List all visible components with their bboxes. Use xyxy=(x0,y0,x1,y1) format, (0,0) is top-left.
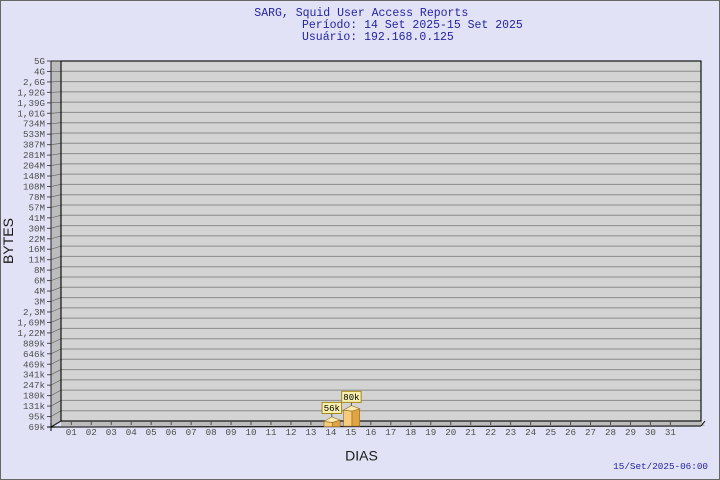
svg-text:25: 25 xyxy=(545,427,556,438)
svg-text:1,92G: 1,92G xyxy=(17,87,45,98)
svg-text:646k: 646k xyxy=(23,349,46,360)
svg-text:19: 19 xyxy=(425,427,436,438)
svg-text:281M: 281M xyxy=(23,150,45,161)
svg-text:13: 13 xyxy=(305,427,316,438)
svg-text:1,39G: 1,39G xyxy=(17,98,45,109)
svg-text:889k: 889k xyxy=(23,338,46,349)
svg-text:07: 07 xyxy=(186,427,197,438)
svg-text:10: 10 xyxy=(246,427,257,438)
svg-text:DIAS: DIAS xyxy=(345,448,378,464)
svg-text:26: 26 xyxy=(565,427,576,438)
svg-text:BYTES: BYTES xyxy=(1,218,16,264)
svg-text:04: 04 xyxy=(126,427,138,438)
svg-text:30M: 30M xyxy=(28,223,45,234)
svg-text:1,69M: 1,69M xyxy=(17,317,45,328)
svg-text:09: 09 xyxy=(226,427,237,438)
svg-text:387M: 387M xyxy=(23,140,45,151)
svg-text:31: 31 xyxy=(665,427,677,438)
svg-text:11M: 11M xyxy=(28,255,45,266)
svg-text:533M: 533M xyxy=(23,129,45,140)
svg-text:78M: 78M xyxy=(28,192,45,203)
svg-text:11: 11 xyxy=(265,427,277,438)
svg-text:5G: 5G xyxy=(34,56,45,67)
svg-text:Usuário: 192.168.0.125: Usuário: 192.168.0.125 xyxy=(302,31,454,44)
svg-text:6M: 6M xyxy=(34,276,45,287)
svg-text:1,22M: 1,22M xyxy=(17,328,45,339)
svg-text:23: 23 xyxy=(505,427,516,438)
svg-text:08: 08 xyxy=(206,427,217,438)
svg-text:95k: 95k xyxy=(28,412,45,423)
svg-text:27: 27 xyxy=(585,427,596,438)
svg-text:06: 06 xyxy=(166,427,177,438)
svg-text:17: 17 xyxy=(385,427,396,438)
svg-text:05: 05 xyxy=(146,427,157,438)
svg-text:469k: 469k xyxy=(23,359,46,370)
svg-text:180k: 180k xyxy=(23,391,46,402)
svg-text:341k: 341k xyxy=(23,370,46,381)
svg-text:8M: 8M xyxy=(34,265,45,276)
svg-text:21: 21 xyxy=(465,427,477,438)
svg-text:15/Set/2025-06:00: 15/Set/2025-06:00 xyxy=(613,461,708,472)
svg-text:41M: 41M xyxy=(28,213,45,224)
svg-text:01: 01 xyxy=(66,427,78,438)
svg-text:56k: 56k xyxy=(324,404,340,414)
svg-text:02: 02 xyxy=(86,427,97,438)
svg-text:24: 24 xyxy=(525,427,537,438)
svg-text:15: 15 xyxy=(345,427,356,438)
svg-text:4M: 4M xyxy=(34,286,45,297)
svg-text:3M: 3M xyxy=(34,297,45,308)
svg-text:4G: 4G xyxy=(34,66,45,77)
svg-text:204M: 204M xyxy=(23,161,45,172)
svg-text:1,01G: 1,01G xyxy=(17,108,45,119)
svg-text:80k: 80k xyxy=(343,393,359,403)
svg-text:22M: 22M xyxy=(28,234,45,245)
svg-text:57M: 57M xyxy=(28,202,45,213)
svg-text:108M: 108M xyxy=(23,181,45,192)
svg-text:16M: 16M xyxy=(28,244,45,255)
svg-text:131k: 131k xyxy=(23,401,46,412)
svg-text:18: 18 xyxy=(405,427,416,438)
svg-text:29: 29 xyxy=(625,427,636,438)
svg-text:16: 16 xyxy=(365,427,376,438)
svg-text:2,3M: 2,3M xyxy=(23,307,45,318)
svg-text:148M: 148M xyxy=(23,171,45,182)
svg-text:28: 28 xyxy=(605,427,616,438)
svg-text:30: 30 xyxy=(645,427,656,438)
svg-text:14: 14 xyxy=(325,427,337,438)
svg-text:69k: 69k xyxy=(28,422,45,433)
svg-text:20: 20 xyxy=(445,427,456,438)
svg-text:734M: 734M xyxy=(23,119,45,130)
svg-text:03: 03 xyxy=(106,427,117,438)
svg-text:22: 22 xyxy=(485,427,496,438)
svg-text:247k: 247k xyxy=(23,380,46,391)
svg-text:2,6G: 2,6G xyxy=(23,77,45,88)
svg-text:12: 12 xyxy=(285,427,296,438)
